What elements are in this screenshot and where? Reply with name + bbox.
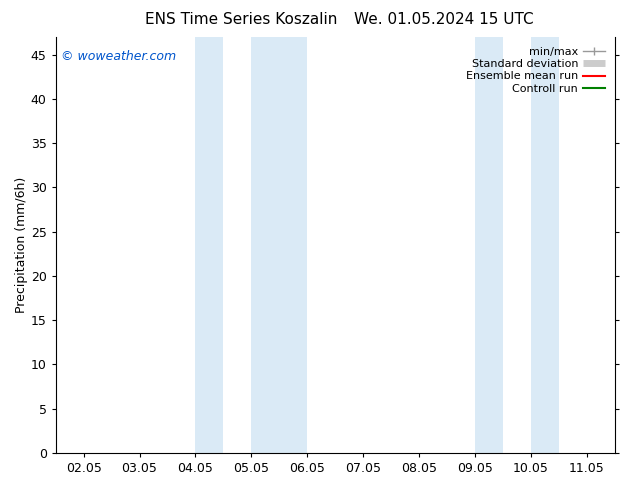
Y-axis label: Precipitation (mm/6h): Precipitation (mm/6h) [15,177,28,313]
Text: © woweather.com: © woweather.com [61,49,176,63]
Text: We. 01.05.2024 15 UTC: We. 01.05.2024 15 UTC [354,12,534,27]
Bar [195,37,223,453]
Bar [531,37,559,453]
Bar [475,37,503,453]
Text: ENS Time Series Koszalin: ENS Time Series Koszalin [145,12,337,27]
Bar [252,37,307,453]
Legend: min/max, Standard deviation, Ensemble mean run, Controll run: min/max, Standard deviation, Ensemble me… [462,43,609,98]
